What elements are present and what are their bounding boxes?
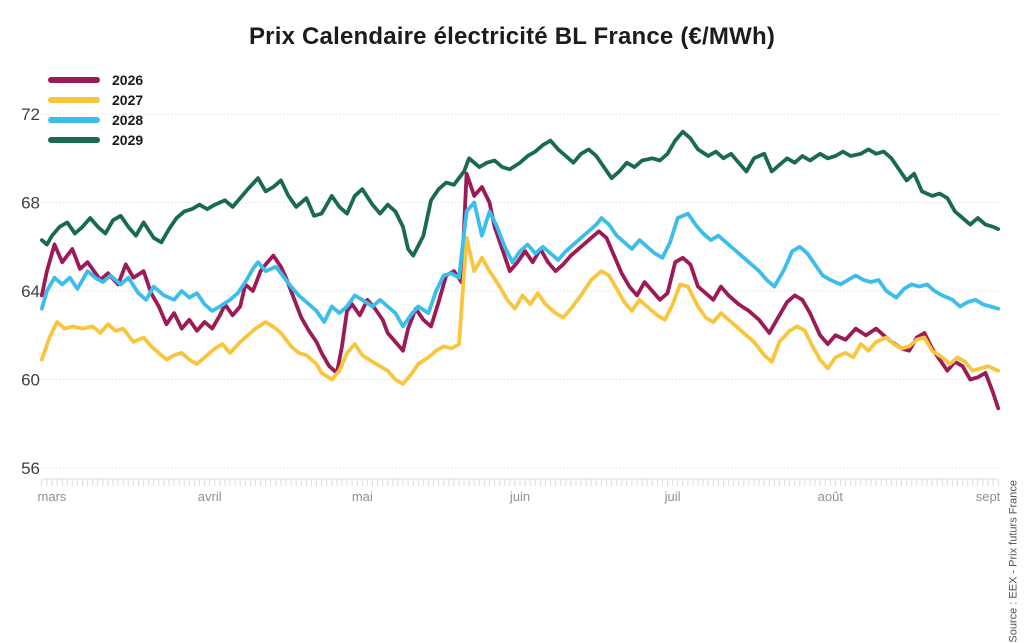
legend-label-2027: 2027 (112, 92, 144, 108)
y-axis-label-60: 60 (21, 371, 40, 390)
chart-card: 56 60 64 68 72 mars avril mai juin juil août sept P… (21, 23, 1020, 643)
daily-ticks (41, 479, 999, 486)
legend-swatch-2029 (48, 137, 100, 143)
series-line-2026 (39, 171, 1001, 411)
series-line-2029 (39, 129, 1001, 258)
legend-label-2028: 2028 (112, 112, 144, 128)
y-axis-label-56: 56 (21, 459, 40, 478)
legend-item-2029: 2029 (48, 130, 143, 150)
x-axis-month-label-avril: avril (198, 489, 222, 504)
source-credit: Source : EEX - Prix futurs France (1008, 480, 1020, 643)
x-axis: mars avril mai juin juil août sept (38, 478, 1001, 504)
y-axis-grid: 56 60 64 68 72 (21, 105, 999, 478)
x-axis-month-label-mai: mai (352, 489, 373, 504)
legend-item-2027: 2027 (48, 90, 143, 110)
legend-item-2026: 2026 (48, 70, 143, 90)
x-axis-month-label-mars: mars (38, 489, 67, 504)
legend-label-2026: 2026 (112, 72, 144, 88)
y-axis-label-72: 72 (21, 105, 40, 124)
chart-title: Prix Calendaire électricité BL France (€… (248, 23, 776, 50)
legend-swatch-2027 (48, 97, 100, 103)
series-line-2027 (39, 235, 1001, 386)
x-axis-month-label-août: août (818, 489, 844, 504)
price-line-chart: 56 60 64 68 72 mars avril mai juin juil août sept (21, 105, 1001, 504)
legend-item-2028: 2028 (48, 110, 143, 130)
x-axis-month-label-sept: sept (976, 489, 1001, 504)
series-line-2028 (39, 200, 1001, 329)
x-axis-month-label-juin: juin (509, 489, 530, 504)
chart-legend: 2026 2027 2028 2029 (48, 70, 143, 150)
y-axis-label-68: 68 (21, 194, 40, 213)
legend-swatch-2026 (48, 77, 100, 83)
x-axis-month-label-juil: juil (664, 489, 681, 504)
y-axis-label-64: 64 (21, 282, 40, 301)
legend-swatch-2028 (48, 117, 100, 123)
legend-label-2029: 2029 (112, 132, 144, 148)
